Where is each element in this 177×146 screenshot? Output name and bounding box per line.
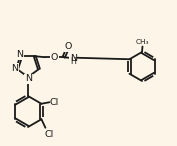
Text: N: N: [16, 51, 23, 60]
Text: N: N: [11, 64, 18, 73]
Text: CH₃: CH₃: [136, 39, 149, 45]
Text: N: N: [25, 74, 32, 83]
Text: O: O: [64, 42, 72, 51]
Text: Cl: Cl: [50, 98, 59, 107]
Text: O: O: [51, 53, 58, 62]
Text: N: N: [70, 54, 77, 63]
Text: Cl: Cl: [44, 130, 54, 139]
Text: H: H: [70, 57, 76, 66]
